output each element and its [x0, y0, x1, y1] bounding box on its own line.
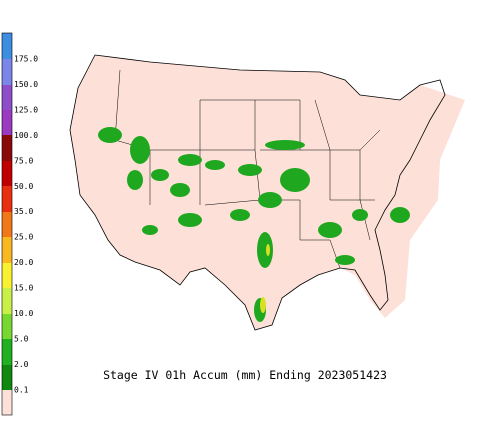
- legend-label: 5.0: [14, 334, 29, 343]
- legend-label: 15.0: [14, 284, 33, 293]
- legend-label: 150.0: [14, 80, 38, 89]
- legend-label: 100.0: [14, 131, 38, 140]
- legend-label: 25.0: [14, 233, 33, 242]
- legend-label: 50.0: [14, 182, 33, 191]
- legend-label: 0.1: [14, 385, 29, 394]
- us-outline: [69, 54, 446, 331]
- legend-label: 175.0: [14, 55, 38, 64]
- precip-heavy: [260, 244, 270, 313]
- legend-label: 125.0: [14, 105, 38, 114]
- legend-label: 20.0: [14, 258, 33, 267]
- map: [69, 54, 465, 331]
- legend-label: 2.0: [14, 360, 29, 369]
- color-bar: [1, 32, 13, 416]
- precip-areas: [98, 127, 410, 322]
- legend-label: 10.0: [14, 309, 33, 318]
- caption: Stage IV 01h Accum (mm) Ending 202305142…: [103, 368, 387, 382]
- legend-label: 75.0: [14, 156, 33, 165]
- color-bar-labels: 175.0 150.0 125.0 100.0 75.0 50.0 35.0 25.0 20.0…: [14, 55, 38, 395]
- legend-label: 35.0: [14, 207, 33, 216]
